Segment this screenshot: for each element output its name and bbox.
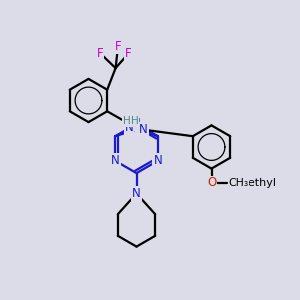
Text: N: N	[132, 187, 141, 200]
Text: H: H	[131, 116, 139, 126]
Text: methyl: methyl	[237, 178, 276, 188]
Text: N: N	[153, 154, 162, 167]
Text: N: N	[132, 117, 141, 130]
Text: O: O	[207, 176, 216, 190]
Text: H: H	[123, 116, 130, 126]
Text: N: N	[124, 121, 133, 134]
Text: N: N	[111, 154, 120, 167]
Text: F: F	[125, 47, 131, 60]
Text: N: N	[139, 123, 148, 136]
Text: CH₃: CH₃	[229, 178, 249, 188]
Text: F: F	[97, 46, 103, 60]
Text: F: F	[115, 40, 121, 53]
